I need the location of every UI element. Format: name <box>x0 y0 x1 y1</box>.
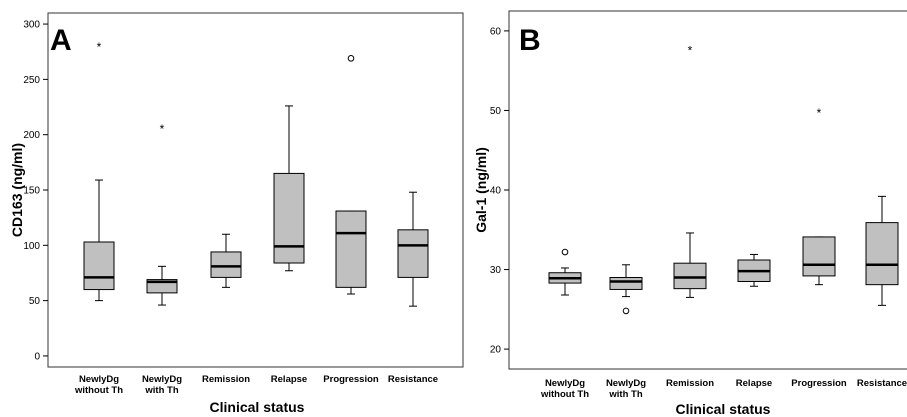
x-category-label: NewlyDg <box>142 374 182 385</box>
x-category-label: Progression <box>323 374 379 385</box>
panel-a-boxes: ** <box>83 40 429 307</box>
iqr-box <box>210 251 242 278</box>
extreme-point: * <box>160 122 165 136</box>
x-category-label: Relapse <box>271 374 307 385</box>
x-category-label: NewlyDg <box>545 378 585 389</box>
extreme-point: * <box>688 43 693 57</box>
x-category-label: without Th <box>74 385 123 396</box>
iqr-box <box>83 241 115 291</box>
panel-a-x-axis-title: Clinical status <box>210 399 305 415</box>
x-category-label: NewlyDg <box>79 374 119 385</box>
y-tick-label: 150 <box>23 186 40 197</box>
extreme-point: * <box>97 40 102 54</box>
y-tick-label: 50 <box>490 106 502 117</box>
outlier-point <box>561 248 569 256</box>
y-tick-label: 0 <box>34 351 40 362</box>
panel-b-boxes: ** <box>548 43 899 315</box>
x-category-label: Resistance <box>857 378 907 389</box>
panel-a-letter: A <box>50 24 72 57</box>
y-tick-label: 50 <box>29 296 41 307</box>
x-category-label: Relapse <box>736 378 772 389</box>
x-category-label: without Th <box>540 389 589 400</box>
y-tick-label: 250 <box>23 75 40 86</box>
y-tick-label: 100 <box>23 241 40 252</box>
iqr-box <box>673 262 707 290</box>
iqr-box <box>335 210 367 288</box>
iqr-box <box>273 172 305 264</box>
panel-a-plot-frame <box>47 12 464 368</box>
iqr-box <box>802 236 836 277</box>
outlier-point <box>622 307 630 315</box>
x-category-label: Progression <box>791 378 847 389</box>
iqr-box <box>609 277 643 290</box>
panel-b-x-axis-title: Clinical status <box>676 401 771 417</box>
panel-b-plot-frame <box>508 10 907 370</box>
panel-a-y-axis-title: CD163 (ng/ml) <box>9 143 25 237</box>
y-tick-label: 20 <box>490 345 502 356</box>
panel-b-y-axis: 20 30 40 50 60 <box>490 26 509 356</box>
iqr-box <box>865 222 899 286</box>
extreme-point: * <box>817 106 822 120</box>
x-category-label: with Th <box>144 385 178 396</box>
x-category-label: with Th <box>608 389 642 400</box>
y-tick-label: 40 <box>490 186 502 197</box>
outlier-point <box>347 55 355 62</box>
x-category-label: Remission <box>202 374 250 385</box>
y-tick-label: 300 <box>23 20 40 31</box>
panel-a-y-axis: 0 50 100 150 200 250 300 <box>23 20 48 362</box>
y-tick-label: 60 <box>490 26 502 37</box>
panel-b-y-axis-title: Gal-1 (ng/ml) <box>473 147 489 233</box>
panel-b-letter: B <box>519 24 541 57</box>
x-category-label: NewlyDg <box>606 378 646 389</box>
y-tick-label: 200 <box>23 130 40 141</box>
y-tick-label: 30 <box>490 265 502 276</box>
x-category-label: Remission <box>666 378 714 389</box>
iqr-box <box>397 229 429 278</box>
x-category-label: Resistance <box>388 374 438 385</box>
